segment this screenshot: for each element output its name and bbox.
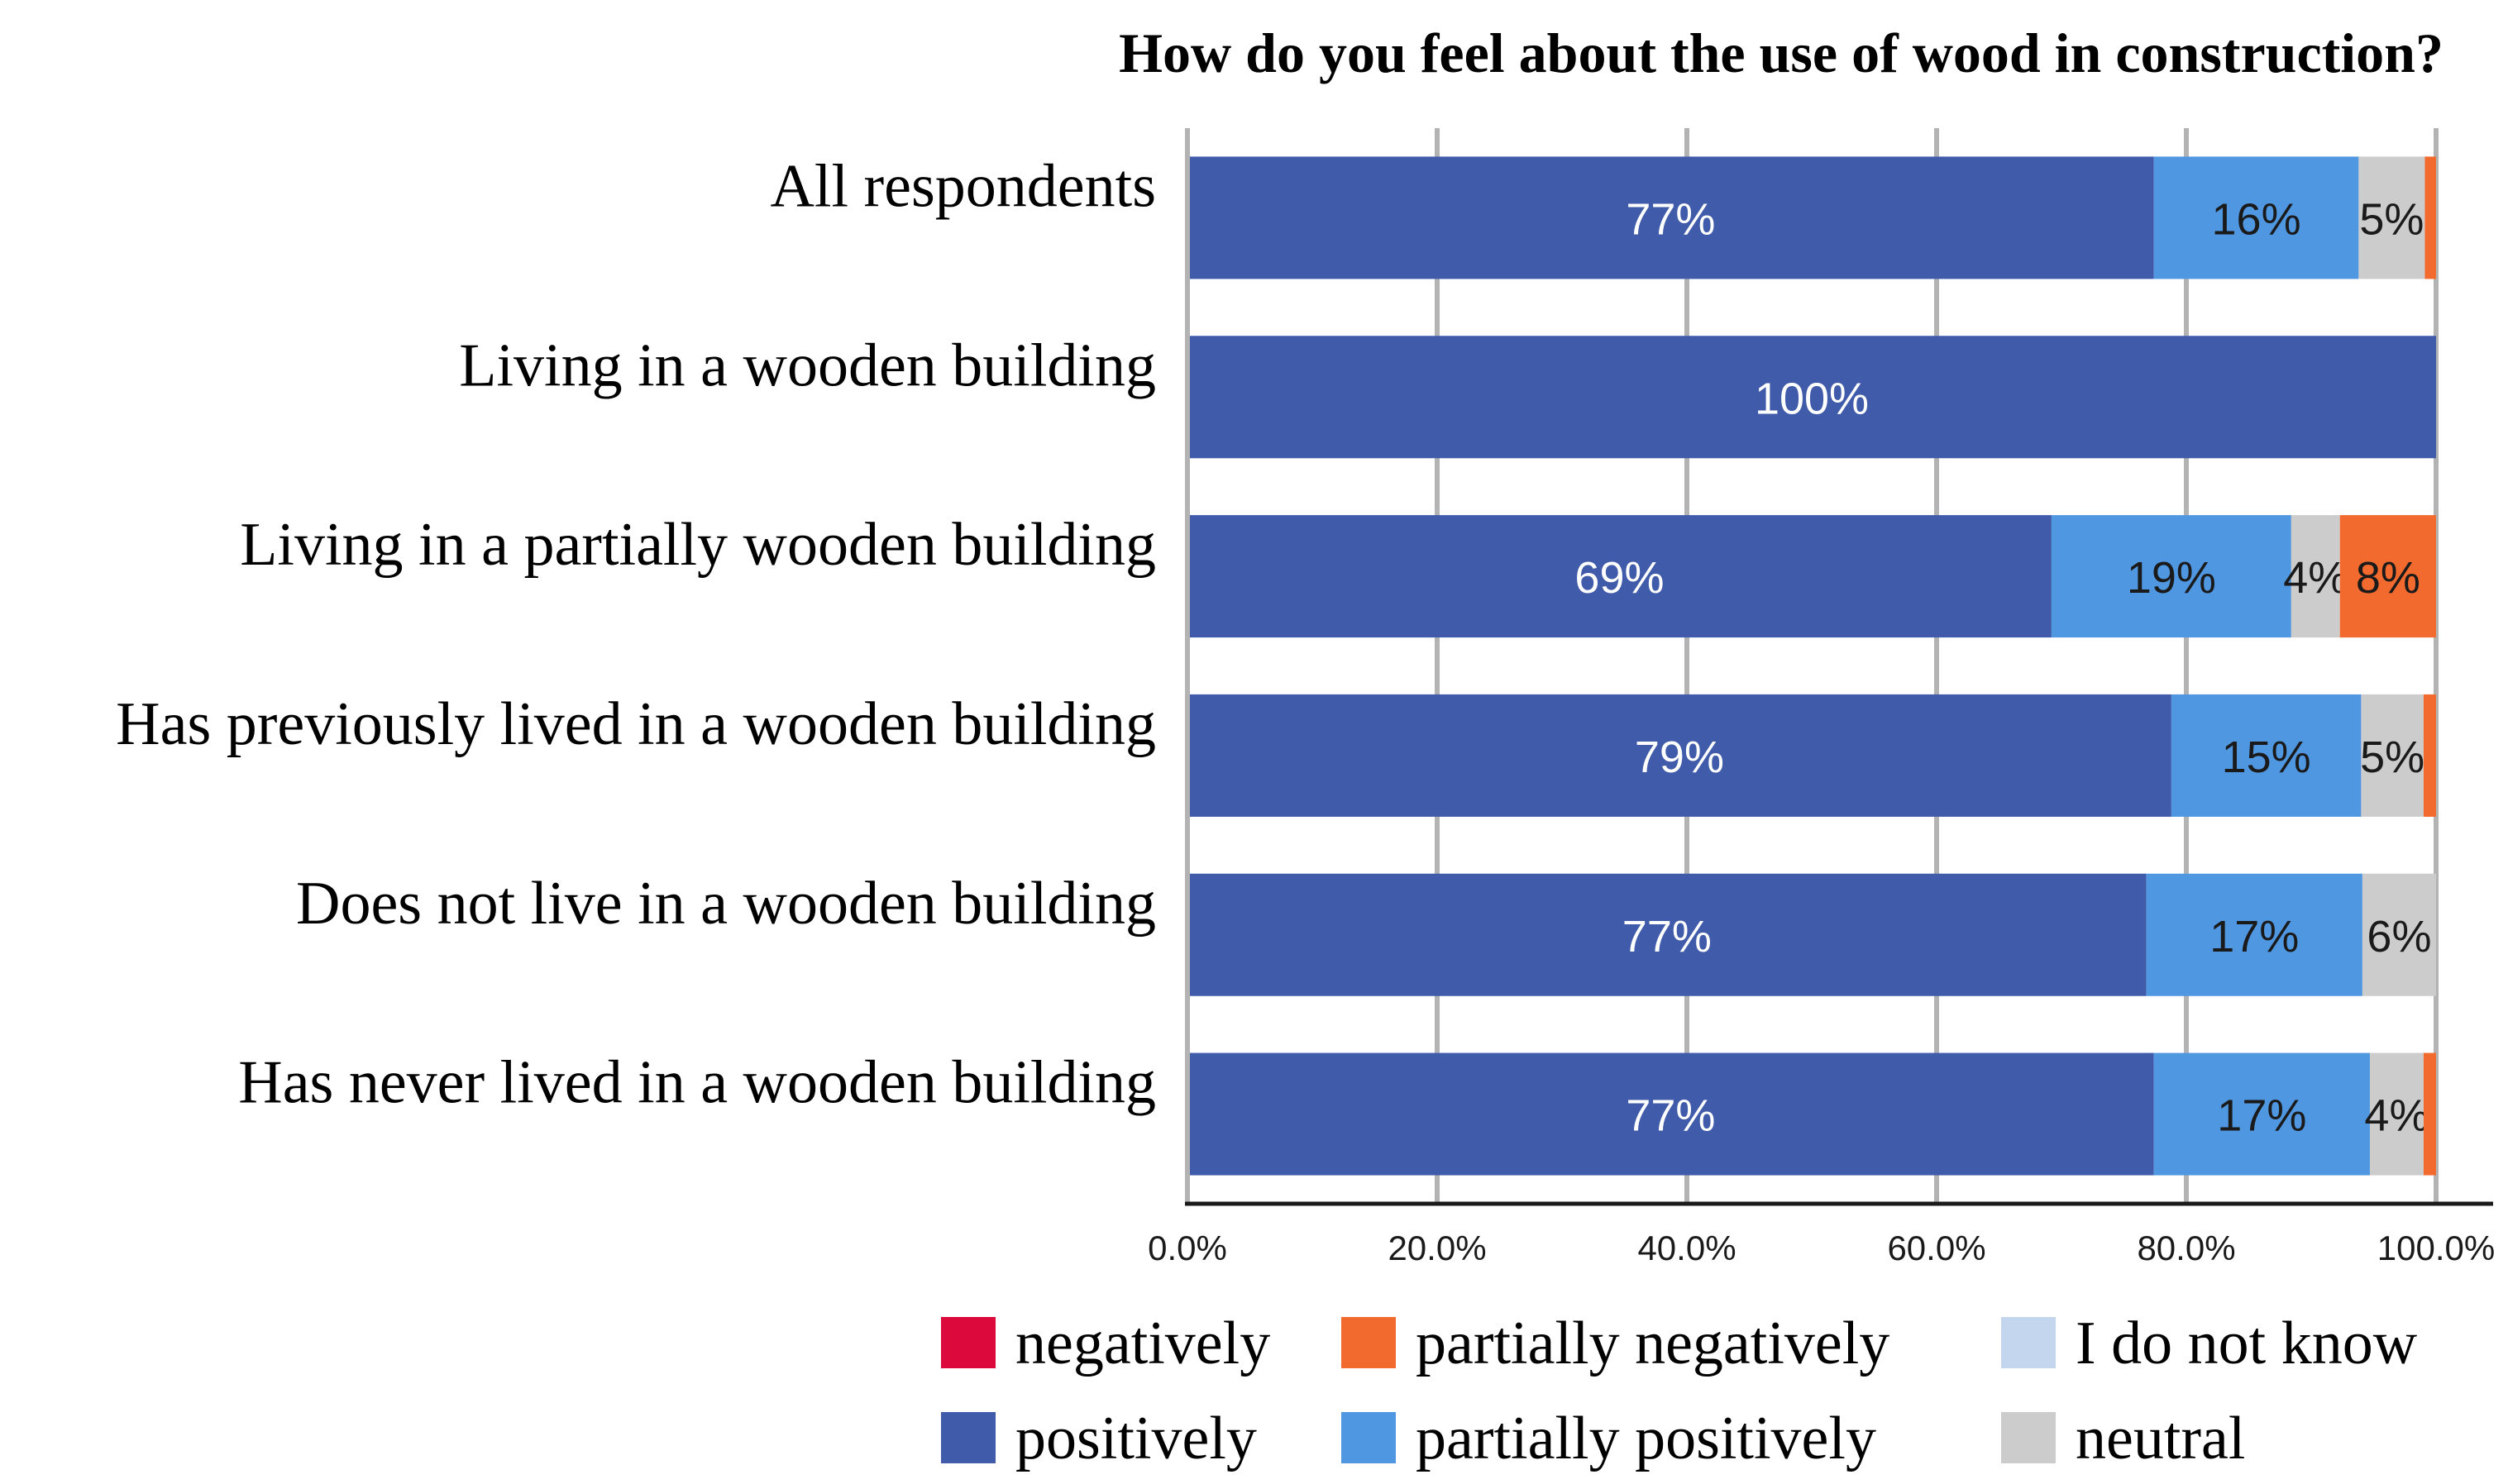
data-label: 15% bbox=[2222, 732, 2311, 782]
legend-item-neutral: neutral bbox=[2001, 1405, 2245, 1472]
bar-row-has-never-lived-in-a-wooden-building: 77% 17% 4% bbox=[1187, 1052, 2436, 1176]
data-label: 17% bbox=[2209, 912, 2299, 961]
grid-lines bbox=[1435, 128, 2439, 1204]
data-label: 17% bbox=[2217, 1091, 2306, 1141]
bar-segment-positively bbox=[1187, 1052, 2154, 1176]
x-tick-label: 0.0% bbox=[1148, 1229, 1227, 1267]
legend-swatch bbox=[941, 1412, 996, 1463]
bar-segment-positively bbox=[1187, 156, 2154, 279]
bar-row-all-respondents: 77% 16% 5% bbox=[1187, 156, 2436, 279]
legend-item-positively: positively bbox=[941, 1405, 1257, 1472]
bar-segment-partially-positively bbox=[2153, 1052, 2370, 1176]
bar-segment-positively bbox=[1187, 873, 2147, 996]
legend-label: neutral bbox=[2076, 1405, 2245, 1472]
bar-segment-neutral bbox=[2362, 873, 2436, 996]
bar-segment-partially-positively bbox=[2146, 873, 2362, 996]
bar-segment-neutral bbox=[2369, 1052, 2424, 1176]
legend-swatch bbox=[2001, 1412, 2056, 1463]
category-label: All respondents bbox=[770, 152, 1156, 220]
bar-segment-neutral bbox=[2361, 694, 2424, 817]
category-label: Living in a partially wooden building bbox=[240, 511, 1156, 579]
bar-row-living-in-a-wooden-building: 100% bbox=[1187, 336, 2436, 459]
legend-swatch bbox=[1341, 1317, 1396, 1368]
legend-item-negatively: negatively bbox=[941, 1310, 1270, 1377]
legend-item-partially-positively: partially positively bbox=[1341, 1405, 1876, 1472]
legend-label: negatively bbox=[1015, 1310, 1270, 1377]
data-label: 77% bbox=[1626, 1091, 1715, 1141]
bar-segment-neutral bbox=[2358, 156, 2425, 279]
data-label: 8% bbox=[2356, 553, 2420, 603]
x-tick-labels: 0.0% 20.0% 40.0% 60.0% 80.0% 100.0% bbox=[1148, 1229, 2495, 1267]
x-tick-label: 80.0% bbox=[2137, 1229, 2235, 1267]
data-label: 77% bbox=[1622, 912, 1712, 961]
x-tick-label: 20.0% bbox=[1388, 1229, 1486, 1267]
data-label: 4% bbox=[2283, 553, 2348, 603]
legend: negatively partially negatively I do not k… bbox=[941, 1310, 2418, 1472]
data-label: 6% bbox=[2367, 912, 2431, 961]
data-label: 4% bbox=[2364, 1091, 2429, 1141]
axes bbox=[1185, 128, 2493, 1206]
bar-segment-neutral bbox=[2291, 515, 2340, 638]
x-tick-label: 40.0% bbox=[1637, 1229, 1736, 1267]
legend-label: partially negatively bbox=[1416, 1310, 1889, 1377]
bar-row-does-not-live-in-a-wooden-building: 77% 17% 6% bbox=[1187, 873, 2436, 996]
x-tick-label: 60.0% bbox=[1887, 1229, 1985, 1267]
legend-swatch bbox=[941, 1317, 996, 1368]
legend-label: I do not know bbox=[2076, 1310, 2418, 1377]
data-label: 19% bbox=[2127, 553, 2216, 603]
bar-segment-partially-positively bbox=[2171, 694, 2362, 817]
bar-segment-partially-negatively bbox=[2423, 1052, 2436, 1176]
data-label: 79% bbox=[1635, 732, 1724, 782]
bar-segment-partially-negatively bbox=[2339, 515, 2436, 638]
legend-item-partially-negatively: partially negatively bbox=[1341, 1310, 1889, 1377]
category-label: Does not live in a wooden building bbox=[296, 870, 1156, 938]
bars: 77% 16% 5%100%69% 19% 4% 8%79% 15% 5%77% 17% 6%77… bbox=[1187, 156, 2436, 1176]
bar-segment-partially-positively bbox=[2153, 156, 2359, 279]
bar-row-has-previously-lived-in-a-wooden-building: 79% 15% 5% bbox=[1187, 694, 2436, 817]
data-label: 69% bbox=[1574, 553, 1664, 603]
bar-segment-positively bbox=[1187, 515, 2052, 638]
bar-segment-partially-negatively bbox=[2424, 156, 2436, 279]
category-labels: All respondents Living in a wooden buildi… bbox=[116, 152, 1156, 1116]
data-label: 100% bbox=[1755, 374, 1869, 423]
chart-title: How do you feel about the use of wood in… bbox=[1119, 21, 2444, 84]
legend-item-i-do-not-know: I do not know bbox=[2001, 1310, 2418, 1377]
legend-label: positively bbox=[1015, 1405, 1257, 1472]
data-label: 16% bbox=[2212, 194, 2301, 244]
category-label: Has never lived in a wooden building bbox=[238, 1049, 1156, 1117]
x-tick-label: 100.0% bbox=[2377, 1229, 2495, 1267]
data-label: 77% bbox=[1626, 194, 1715, 244]
bar-segment-partially-positively bbox=[2051, 515, 2291, 638]
data-label: 5% bbox=[2360, 732, 2424, 782]
legend-swatch bbox=[1341, 1412, 1396, 1463]
legend-swatch bbox=[2001, 1317, 2056, 1368]
bar-segment-positively bbox=[1187, 336, 2436, 459]
bar-segment-partially-negatively bbox=[2423, 694, 2436, 817]
legend-label: partially positively bbox=[1416, 1405, 1876, 1472]
bar-row-living-in-a-partially-wooden-building: 69% 19% 4% 8% bbox=[1187, 515, 2436, 638]
bar-segment-positively bbox=[1187, 694, 2171, 817]
category-label: Living in a wooden building bbox=[459, 332, 1156, 399]
data-label: 5% bbox=[2359, 194, 2424, 244]
category-label: Has previously lived in a wooden buildin… bbox=[116, 690, 1156, 758]
